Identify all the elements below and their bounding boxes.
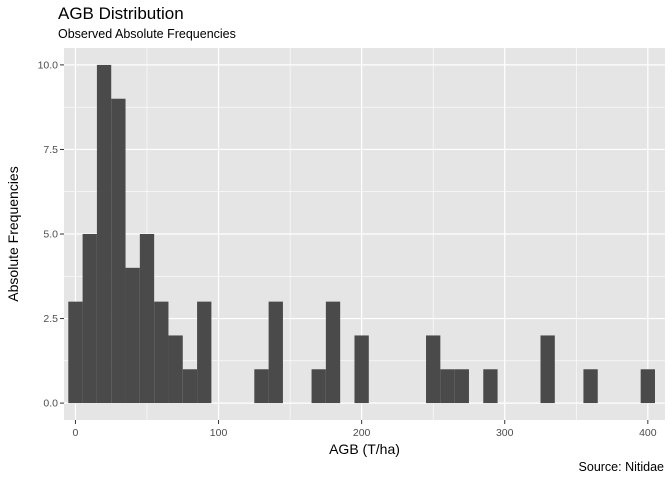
histogram-bar [125,267,140,404]
histogram-bar [96,64,112,404]
histogram-bar [68,301,83,404]
chart-caption: Source: Nitidae [578,460,664,474]
histogram-bar [426,335,441,404]
histogram-bar [268,301,283,404]
histogram-bar [197,301,212,404]
y-tick-label: 10.0 [38,60,59,72]
x-tick-label: 400 [639,427,657,439]
histogram-bar [454,369,469,404]
histogram-bar [168,335,183,404]
y-tick-label: 2.5 [43,313,58,325]
chart-subtitle: Observed Absolute Frequencies [58,27,236,41]
histogram-bar [82,234,97,404]
histogram-bar [583,369,598,404]
histogram-bar [540,335,555,404]
y-tick-label: 7.5 [43,144,58,156]
histogram-bar [640,369,655,404]
histogram-bars [68,64,655,404]
y-axis-title: Absolute Frequencies [5,166,21,301]
histogram-bar [325,301,341,404]
y-tick-label: 0.0 [43,398,58,410]
x-tick-label: 0 [73,427,79,439]
histogram-bar [154,301,169,404]
histogram-bar [111,98,126,404]
histogram-bar [311,369,326,404]
y-tick-label: 5.0 [43,229,58,241]
histogram-bar [483,369,498,404]
histogram-bar [139,234,155,404]
y-axis: 0.0 2.5 5.0 7.5 10.0 [38,60,64,410]
histogram-bar [182,369,198,404]
x-tick-label: 300 [496,427,514,439]
chart-title: AGB Distribution [58,4,184,23]
histogram-bar [440,369,455,404]
x-tick-label: 100 [210,427,228,439]
x-axis-title: AGB (T/ha) [329,441,400,457]
histogram-bar [254,369,269,404]
histogram-bar [354,335,369,404]
x-axis: 0 100 200 300 400 [73,420,657,439]
x-tick-label: 200 [353,427,371,439]
